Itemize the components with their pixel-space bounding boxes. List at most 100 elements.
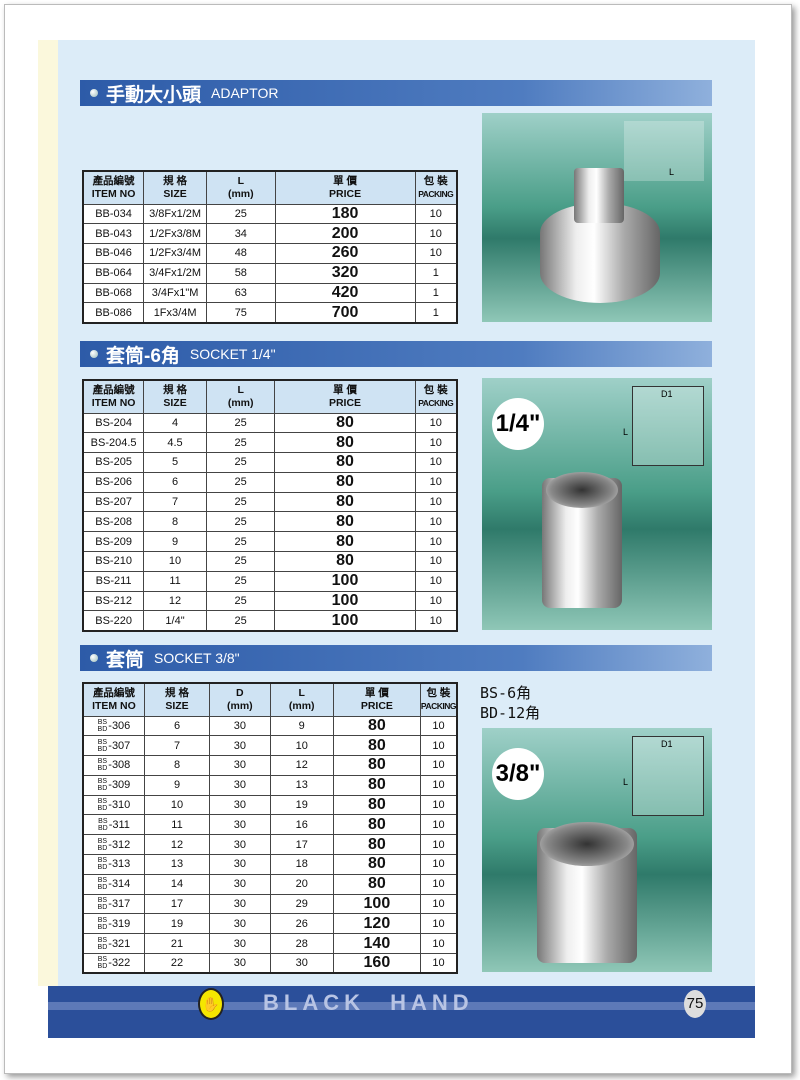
cell: 10 [414, 223, 458, 245]
item-no: BS-207 [82, 491, 145, 513]
section-header-socket-3-8: 套筒 SOCKET 3/8" [80, 645, 712, 671]
cell: 25 [206, 203, 276, 225]
item-no: BS-212 [82, 590, 145, 612]
table-row: BB-064 3/4Fx1/2M 58 320 1 [82, 262, 458, 284]
cell: 10 [419, 774, 458, 796]
cell: 13 [269, 774, 334, 796]
cell: 1 [414, 282, 458, 304]
cell: 10 [414, 491, 458, 513]
column-header: 單 價 PRICE [274, 170, 416, 205]
price: 100 [274, 570, 416, 592]
table-row: BS BD-309 9 30 13 80 10 [82, 774, 458, 796]
column-header: 包 裝 PACKING [419, 682, 458, 717]
cell: 25 [205, 491, 276, 513]
table-row: BS BD-310 10 30 19 80 10 [82, 794, 458, 816]
column-header: 規 格 SIZE [143, 682, 211, 717]
table-row: BS-209 9 25 80 10 [82, 531, 458, 553]
socket-quarter-photo: 1/4" D1 L [482, 378, 712, 630]
price: 80 [332, 854, 421, 875]
cell: 1/4" [143, 610, 207, 632]
price: 80 [332, 834, 421, 856]
cell: 10 [414, 452, 458, 473]
bullet-icon [90, 89, 98, 97]
table-row: BB-086 1Fx3/4M 75 700 1 [82, 302, 458, 324]
column-header: 規 格 SIZE [143, 379, 207, 414]
cell: 25 [205, 551, 276, 572]
cell: 25 [205, 531, 276, 553]
cell: 10 [143, 551, 207, 572]
cell: 11 [143, 570, 207, 592]
cell: 30 [209, 834, 271, 856]
item-no: BS-211 [82, 570, 145, 592]
item-no: BS BD-312 [82, 834, 145, 856]
cell: 13 [143, 854, 211, 875]
cell: 30 [209, 873, 271, 895]
cell: 10 [414, 243, 458, 264]
dimension-diagram: D1 L [623, 736, 704, 816]
section-header-socket-quarter: 套筒-6角 SOCKET 1/4" [80, 341, 712, 367]
cell: 10 [414, 412, 458, 434]
price: 320 [274, 262, 416, 284]
table-row: BS-205 5 25 80 10 [82, 452, 458, 473]
item-no: BS BD-314 [82, 873, 145, 895]
size-badge: 3/8" [492, 748, 544, 800]
table-row: BB-043 1/2Fx3/8M 34 200 10 [82, 223, 458, 245]
section-title-en: ADAPTOR [211, 85, 279, 101]
table-row: BS-208 8 25 80 10 [82, 511, 458, 533]
cell: 10 [419, 854, 458, 875]
table-row: BB-046 1/2Fx3/4M 48 260 10 [82, 243, 458, 264]
cell: 25 [205, 590, 276, 612]
item-no: BS-206 [82, 471, 145, 493]
column-header: 包 裝 PACKING [414, 170, 458, 205]
table-row: BS-207 7 25 80 10 [82, 491, 458, 513]
cell: 1 [414, 262, 458, 284]
cell: 1Fx3/4M [143, 302, 208, 324]
cell: 30 [209, 735, 271, 757]
column-header: 單 價 PRICE [274, 379, 416, 414]
cell: 10 [414, 610, 458, 632]
socket-quarter-table: 產品編號 ITEM NO 規 格 SIZE L (mm) 單 價 PRICE 包 裝 PACKIN… [82, 379, 458, 632]
cell: 7 [143, 735, 211, 757]
table-row: BS BD-319 19 30 26 120 10 [82, 913, 458, 935]
cell: 26 [269, 913, 334, 935]
price: 80 [274, 452, 416, 473]
column-header: 產品編號 ITEM NO [82, 682, 145, 717]
cell: 11 [143, 814, 211, 836]
price: 260 [274, 243, 416, 264]
table-row: BS BD-307 7 30 10 80 10 [82, 735, 458, 757]
black-hand-logo: ✋ [198, 988, 224, 1020]
item-no: BS BD-310 [82, 794, 145, 816]
cell: 12 [143, 590, 207, 612]
header-row: 產品編號 ITEM NO 規 格 SIZE L (mm) 單 價 PRICE 包 裝 PACKIN… [82, 170, 458, 205]
cell: 9 [269, 715, 334, 737]
cell: 48 [206, 243, 276, 264]
cell: 10 [414, 511, 458, 533]
cell: 10 [419, 735, 458, 757]
table-row: BB-068 3/4Fx1"M 63 420 1 [82, 282, 458, 304]
price: 160 [332, 953, 421, 974]
cell: 1 [414, 302, 458, 324]
table-row: BS BD-311 11 30 16 80 10 [82, 814, 458, 836]
column-header: L (mm) [269, 682, 334, 717]
cell: 30 [209, 854, 271, 875]
price: 80 [274, 471, 416, 493]
cell: 10 [419, 755, 458, 776]
cell: 3/4Fx1/2M [143, 262, 208, 284]
cell: 30 [209, 755, 271, 776]
cell: 10 [419, 715, 458, 737]
left-strip [38, 40, 58, 986]
cell: 9 [143, 774, 211, 796]
section-title-en: SOCKET 1/4" [189, 346, 276, 362]
cell: 6 [143, 471, 207, 493]
price: 80 [332, 873, 421, 895]
price: 700 [274, 302, 416, 324]
cell: 30 [209, 794, 271, 816]
price: 80 [274, 551, 416, 572]
cell: 25 [205, 610, 276, 632]
cell: 21 [143, 933, 211, 955]
table-row: BS-211 11 25 100 10 [82, 570, 458, 592]
cell: 10 [419, 933, 458, 955]
cell: 12 [269, 755, 334, 776]
column-header: 產品編號 ITEM NO [82, 170, 145, 205]
cell: 10 [269, 735, 334, 757]
